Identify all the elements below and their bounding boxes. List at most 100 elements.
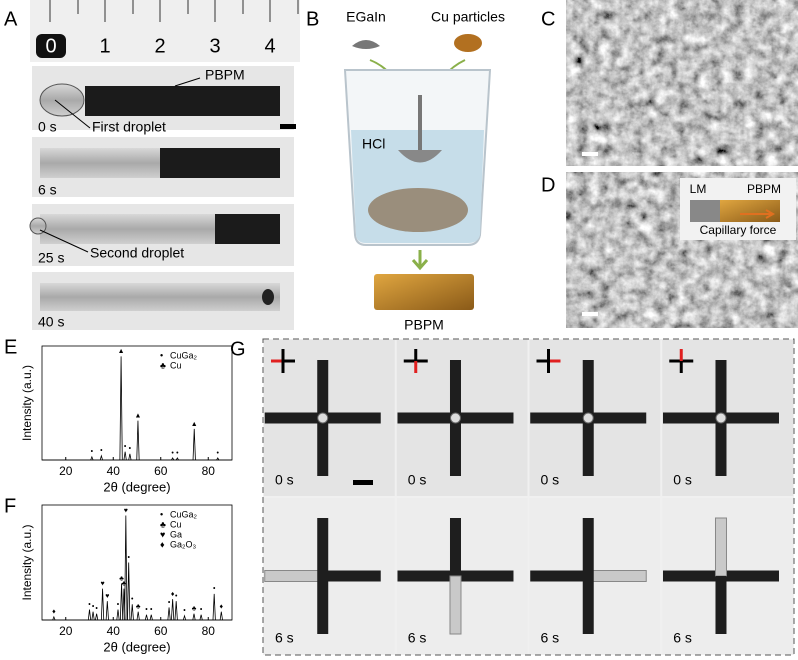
ruler-number: 1 bbox=[99, 35, 110, 57]
time-label: 40 s bbox=[38, 314, 64, 330]
peak bbox=[105, 601, 109, 621]
peak bbox=[119, 583, 124, 621]
legend-symbol: ♥ bbox=[160, 529, 165, 539]
time-label: 6 s bbox=[541, 630, 560, 646]
peak-marker: • bbox=[88, 601, 91, 608]
legend-label: Ga bbox=[170, 529, 182, 539]
peak bbox=[90, 455, 94, 461]
x-tick-label: 60 bbox=[154, 624, 168, 638]
panel-label: E bbox=[4, 336, 17, 358]
time-label: 6 s bbox=[673, 630, 692, 646]
pbpm-bar bbox=[720, 200, 780, 222]
pbpm-arm bbox=[720, 570, 779, 582]
peak-marker: • bbox=[183, 608, 186, 615]
peak bbox=[216, 457, 220, 461]
panel-label: A bbox=[4, 8, 18, 30]
pbpm-arm bbox=[662, 412, 721, 424]
peak-marker: • bbox=[124, 444, 127, 451]
pbpm-arm bbox=[264, 412, 323, 424]
x-tick-label: 20 bbox=[59, 464, 73, 478]
peak-marker: ♣ bbox=[122, 580, 127, 587]
pbpm-arm bbox=[449, 418, 461, 476]
x-axis-label: 2θ (degree) bbox=[103, 639, 170, 654]
peak-marker: • bbox=[129, 446, 132, 453]
pointer bbox=[54, 99, 91, 129]
pbpm-arm bbox=[455, 412, 514, 424]
inset-label: Capillary force bbox=[700, 223, 777, 237]
time-label: 6 s bbox=[408, 630, 427, 646]
annotation: Second droplet bbox=[90, 245, 184, 261]
peak bbox=[192, 428, 196, 461]
peak bbox=[175, 457, 179, 461]
pbpm-arm bbox=[397, 570, 456, 582]
peak bbox=[91, 611, 95, 621]
peak bbox=[130, 604, 134, 621]
lm-filled bbox=[40, 283, 280, 311]
item-label: EGaIn bbox=[346, 9, 386, 25]
legend-label: CuGa₂ bbox=[170, 350, 198, 360]
droplet bbox=[317, 412, 329, 424]
time-label: 0 s bbox=[673, 472, 692, 488]
peak bbox=[136, 611, 140, 621]
legend-symbol: ♦ bbox=[160, 539, 165, 549]
scale-bar bbox=[582, 312, 598, 316]
peak-marker: ♣ bbox=[136, 603, 141, 610]
pbpm-strip bbox=[215, 214, 280, 244]
ruler-number: 0 bbox=[45, 35, 56, 57]
lm-filled bbox=[40, 148, 160, 178]
time-label: 0 s bbox=[275, 472, 294, 488]
peak bbox=[192, 613, 196, 621]
lm-bar bbox=[690, 200, 720, 222]
lm-filled-arm bbox=[714, 517, 727, 577]
arrow bbox=[411, 250, 429, 271]
peak-marker: ♦ bbox=[171, 591, 175, 598]
peak-marker: • bbox=[171, 450, 174, 457]
lm-filled-arm bbox=[449, 575, 462, 635]
scale-bar bbox=[353, 480, 373, 485]
peak-marker: • bbox=[131, 596, 134, 603]
droplet bbox=[715, 412, 727, 424]
peak-marker: ▲ bbox=[118, 348, 125, 355]
panel-g: G 0 s 0 s 0 s 0 s 6 s 6 s 6 s 6 s bbox=[230, 338, 795, 656]
peak-marker: • bbox=[217, 450, 220, 457]
peak-marker: ▲ bbox=[134, 412, 141, 419]
panel-label: G bbox=[230, 338, 246, 360]
time-label: 0 s bbox=[408, 472, 427, 488]
pbpm-arm bbox=[720, 412, 779, 424]
x-axis-label: 2θ (degree) bbox=[103, 479, 170, 494]
scale-bar bbox=[280, 124, 296, 129]
peak bbox=[171, 457, 175, 461]
ruler-number: 4 bbox=[264, 35, 275, 57]
pbpm-arm bbox=[449, 360, 461, 418]
peak-marker: • bbox=[92, 603, 95, 610]
legend-label: CuGa₂ bbox=[170, 509, 198, 519]
x-tick-label: 40 bbox=[107, 624, 121, 638]
peak-marker: • bbox=[100, 448, 103, 455]
pbpm-arm bbox=[582, 418, 594, 476]
legend-label: Ga₂O₃ bbox=[170, 539, 197, 549]
peak-marker: ♥ bbox=[124, 507, 128, 514]
pbpm-arm bbox=[582, 360, 594, 418]
peak bbox=[171, 599, 175, 621]
peak-marker: • bbox=[91, 449, 94, 456]
panel-d: D LM PBPM Capillary force bbox=[541, 172, 798, 328]
lm-filled-arm bbox=[264, 570, 324, 582]
item-label: Cu particles bbox=[431, 9, 505, 25]
scale-bar bbox=[582, 152, 598, 156]
pbpm-arm bbox=[715, 418, 727, 476]
pointer bbox=[39, 229, 89, 253]
peak-marker: ♣ bbox=[192, 606, 197, 613]
pbpm-arm bbox=[322, 412, 381, 424]
y-axis-label: Intensity (a.u.) bbox=[20, 524, 34, 600]
pbpm-arm bbox=[715, 576, 727, 634]
peak bbox=[119, 356, 123, 461]
peak-marker: • bbox=[117, 601, 120, 608]
legend-symbol: ♣ bbox=[160, 360, 166, 370]
x-tick-label: 80 bbox=[202, 624, 216, 638]
ruler-ticks bbox=[49, 0, 299, 22]
x-tick-label: 80 bbox=[202, 464, 216, 478]
inset-label: LM bbox=[690, 182, 707, 196]
panel-c: C bbox=[541, 0, 798, 166]
droplet bbox=[29, 217, 47, 235]
y-axis-label: Intensity (a.u.) bbox=[20, 365, 34, 441]
